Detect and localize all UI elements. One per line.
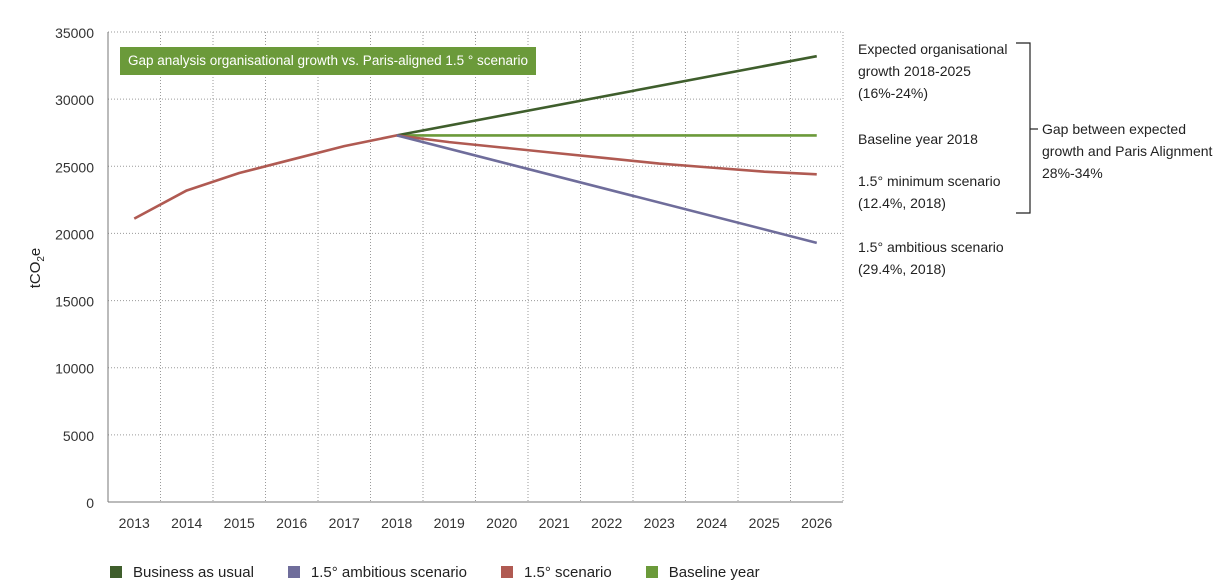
x-tick-label: 2016 — [276, 515, 307, 531]
legend-swatch — [287, 566, 300, 578]
x-tick-label: 2018 — [381, 515, 412, 531]
series-line-1-5-ambitious-scenario — [396, 134, 818, 245]
annotation-expected-growth-line-3: (16%-24%) — [858, 85, 928, 101]
x-tick-label: 2023 — [644, 515, 675, 531]
gridlines — [107, 31, 844, 502]
annotation-minimum-scenario-line-2: (12.4%, 2018) — [858, 195, 946, 211]
chart-title-banner: Gap analysis organisational growth vs. P… — [120, 47, 536, 75]
axes — [107, 32, 843, 503]
gap-bracket — [1016, 42, 1031, 214]
legend: Business as usual 1.5° ambitious scenario… — [110, 562, 794, 582]
y-tick-labels: 0 5000 10000 15000 20000 25000 30000 35000 — [55, 25, 94, 511]
y-tick-label: 0 — [86, 495, 94, 511]
x-tick-label: 2022 — [591, 515, 622, 531]
legend-label: 1.5° ambitious scenario — [310, 563, 467, 581]
x-tick-label: 2026 — [801, 515, 832, 531]
annotation-minimum-scenario-line-1: 1.5° minimum scenario — [858, 173, 1001, 189]
y-tick-label: 35000 — [55, 25, 94, 41]
x-tick-label: 2017 — [329, 515, 360, 531]
x-tick-label: 2025 — [749, 515, 780, 531]
annotation-gap-line-1: Gap between expected — [1042, 121, 1186, 137]
x-tick-label: 2021 — [539, 515, 570, 531]
annotation-gap-line-3: 28%-34% — [1042, 165, 1103, 181]
annotation-gap-line-2: growth and Paris Alignment — [1042, 143, 1213, 159]
y-tick-label: 10000 — [55, 361, 94, 377]
legend-item: 1.5° scenario — [501, 562, 612, 582]
annotation-ambitious-scenario-line-2: (29.4%, 2018) — [858, 261, 946, 277]
series-line-business-as-usual — [396, 54, 817, 137]
annotation-expected-growth-line-1: Expected organisational — [858, 41, 1007, 57]
annotation-expected-growth-line-2: growth 2018-2025 — [858, 63, 971, 79]
legend-swatch — [501, 566, 513, 578]
y-tick-label: 20000 — [55, 226, 94, 242]
y-tick-label: 25000 — [55, 159, 94, 175]
series-lines — [133, 54, 818, 245]
x-tick-label: 2019 — [434, 515, 465, 531]
legend-label: Business as usual — [133, 563, 254, 581]
x-tick-label: 2014 — [171, 515, 202, 531]
annotations: Expected organisational growth 2018-2025 (… — [858, 41, 1213, 277]
legend-swatch — [645, 566, 658, 578]
x-tick-label: 2013 — [119, 515, 150, 531]
x-tick-label: 2024 — [696, 515, 727, 531]
y-tick-label: 30000 — [55, 92, 94, 108]
legend-label: Baseline year — [668, 563, 760, 581]
x-tick-label: 2020 — [486, 515, 517, 531]
legend-label: 1.5° scenario — [524, 563, 612, 581]
legend-item: Business as usual — [110, 562, 254, 582]
x-tick-labels: 2013 2014 2015 2016 2017 2018 2019 2020 2021 2022… — [119, 515, 833, 531]
legend-item: Baseline year — [645, 562, 760, 582]
annotation-ambitious-scenario-line-1: 1.5° ambitious scenario — [858, 239, 1004, 255]
y-tick-label: 5000 — [63, 428, 94, 444]
annotation-baseline-line-1: Baseline year 2018 — [858, 131, 978, 147]
y-axis-label: tCO2e — [27, 248, 47, 289]
legend-swatch — [110, 566, 122, 578]
legend-item: 1.5° ambitious scenario — [287, 562, 467, 582]
series-line-1-5-scenario — [133, 134, 817, 220]
x-tick-label: 2015 — [224, 515, 255, 531]
y-tick-label: 15000 — [55, 294, 94, 310]
